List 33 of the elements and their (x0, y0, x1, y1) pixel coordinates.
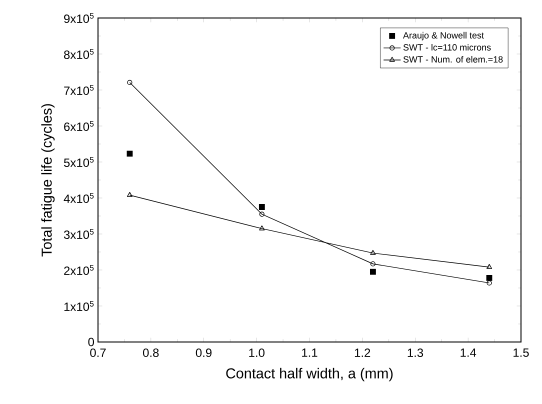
x-tick-label: 0.7 (90, 348, 106, 358)
y-tick-label: 2x10$^{5}$ (64, 265, 94, 275)
point (370, 250, 376, 255)
y-tick-label: 4x10$^{5}$ (64, 193, 94, 203)
point (258, 204, 265, 210)
legend-label: SWT - lc=110 microns (403, 44, 491, 51)
legend-label: Araujo & Nowell test (403, 32, 484, 40)
point (126, 192, 133, 197)
y-tick-label: 3x10$^{5}$ (64, 229, 94, 239)
x-tick-label: 1.1 (302, 348, 318, 357)
y-tick-label: 6x10$^{5}$ (64, 121, 94, 131)
point (370, 261, 376, 266)
point (486, 264, 492, 269)
x-axis-title: Contact half width, a (mm) (226, 368, 393, 382)
x-tick-label: 1.3 (408, 348, 424, 358)
point (370, 268, 376, 275)
x-tick-label: 0.8 (143, 348, 159, 358)
y-axis-title: Total fatigue life (cycles) (41, 104, 55, 256)
legend-label: SWT - Num. of elem.=18 (403, 56, 503, 63)
y-tick-label: 5x10$^{5}$ (64, 157, 94, 167)
x-tick-label: 1.2 (354, 348, 370, 357)
point (486, 274, 492, 281)
x-tick-label: 1.5 (514, 348, 529, 357)
y-tick-label: 0 (88, 338, 94, 346)
y-tick-label: 8x10$^{5}$ (64, 49, 94, 59)
y-tick-label: 9x10$^{5}$ (64, 13, 94, 23)
point (259, 212, 264, 217)
point (259, 225, 265, 230)
x-tick-label: 1.4 (460, 348, 476, 357)
x-tick-label: 1.0 (249, 348, 265, 358)
x-tick-label: 0.9 (196, 348, 212, 358)
y-tick-label: 7x10$^{5}$ (64, 85, 94, 95)
y-tick-label: 1x10$^{5}$ (64, 301, 94, 311)
